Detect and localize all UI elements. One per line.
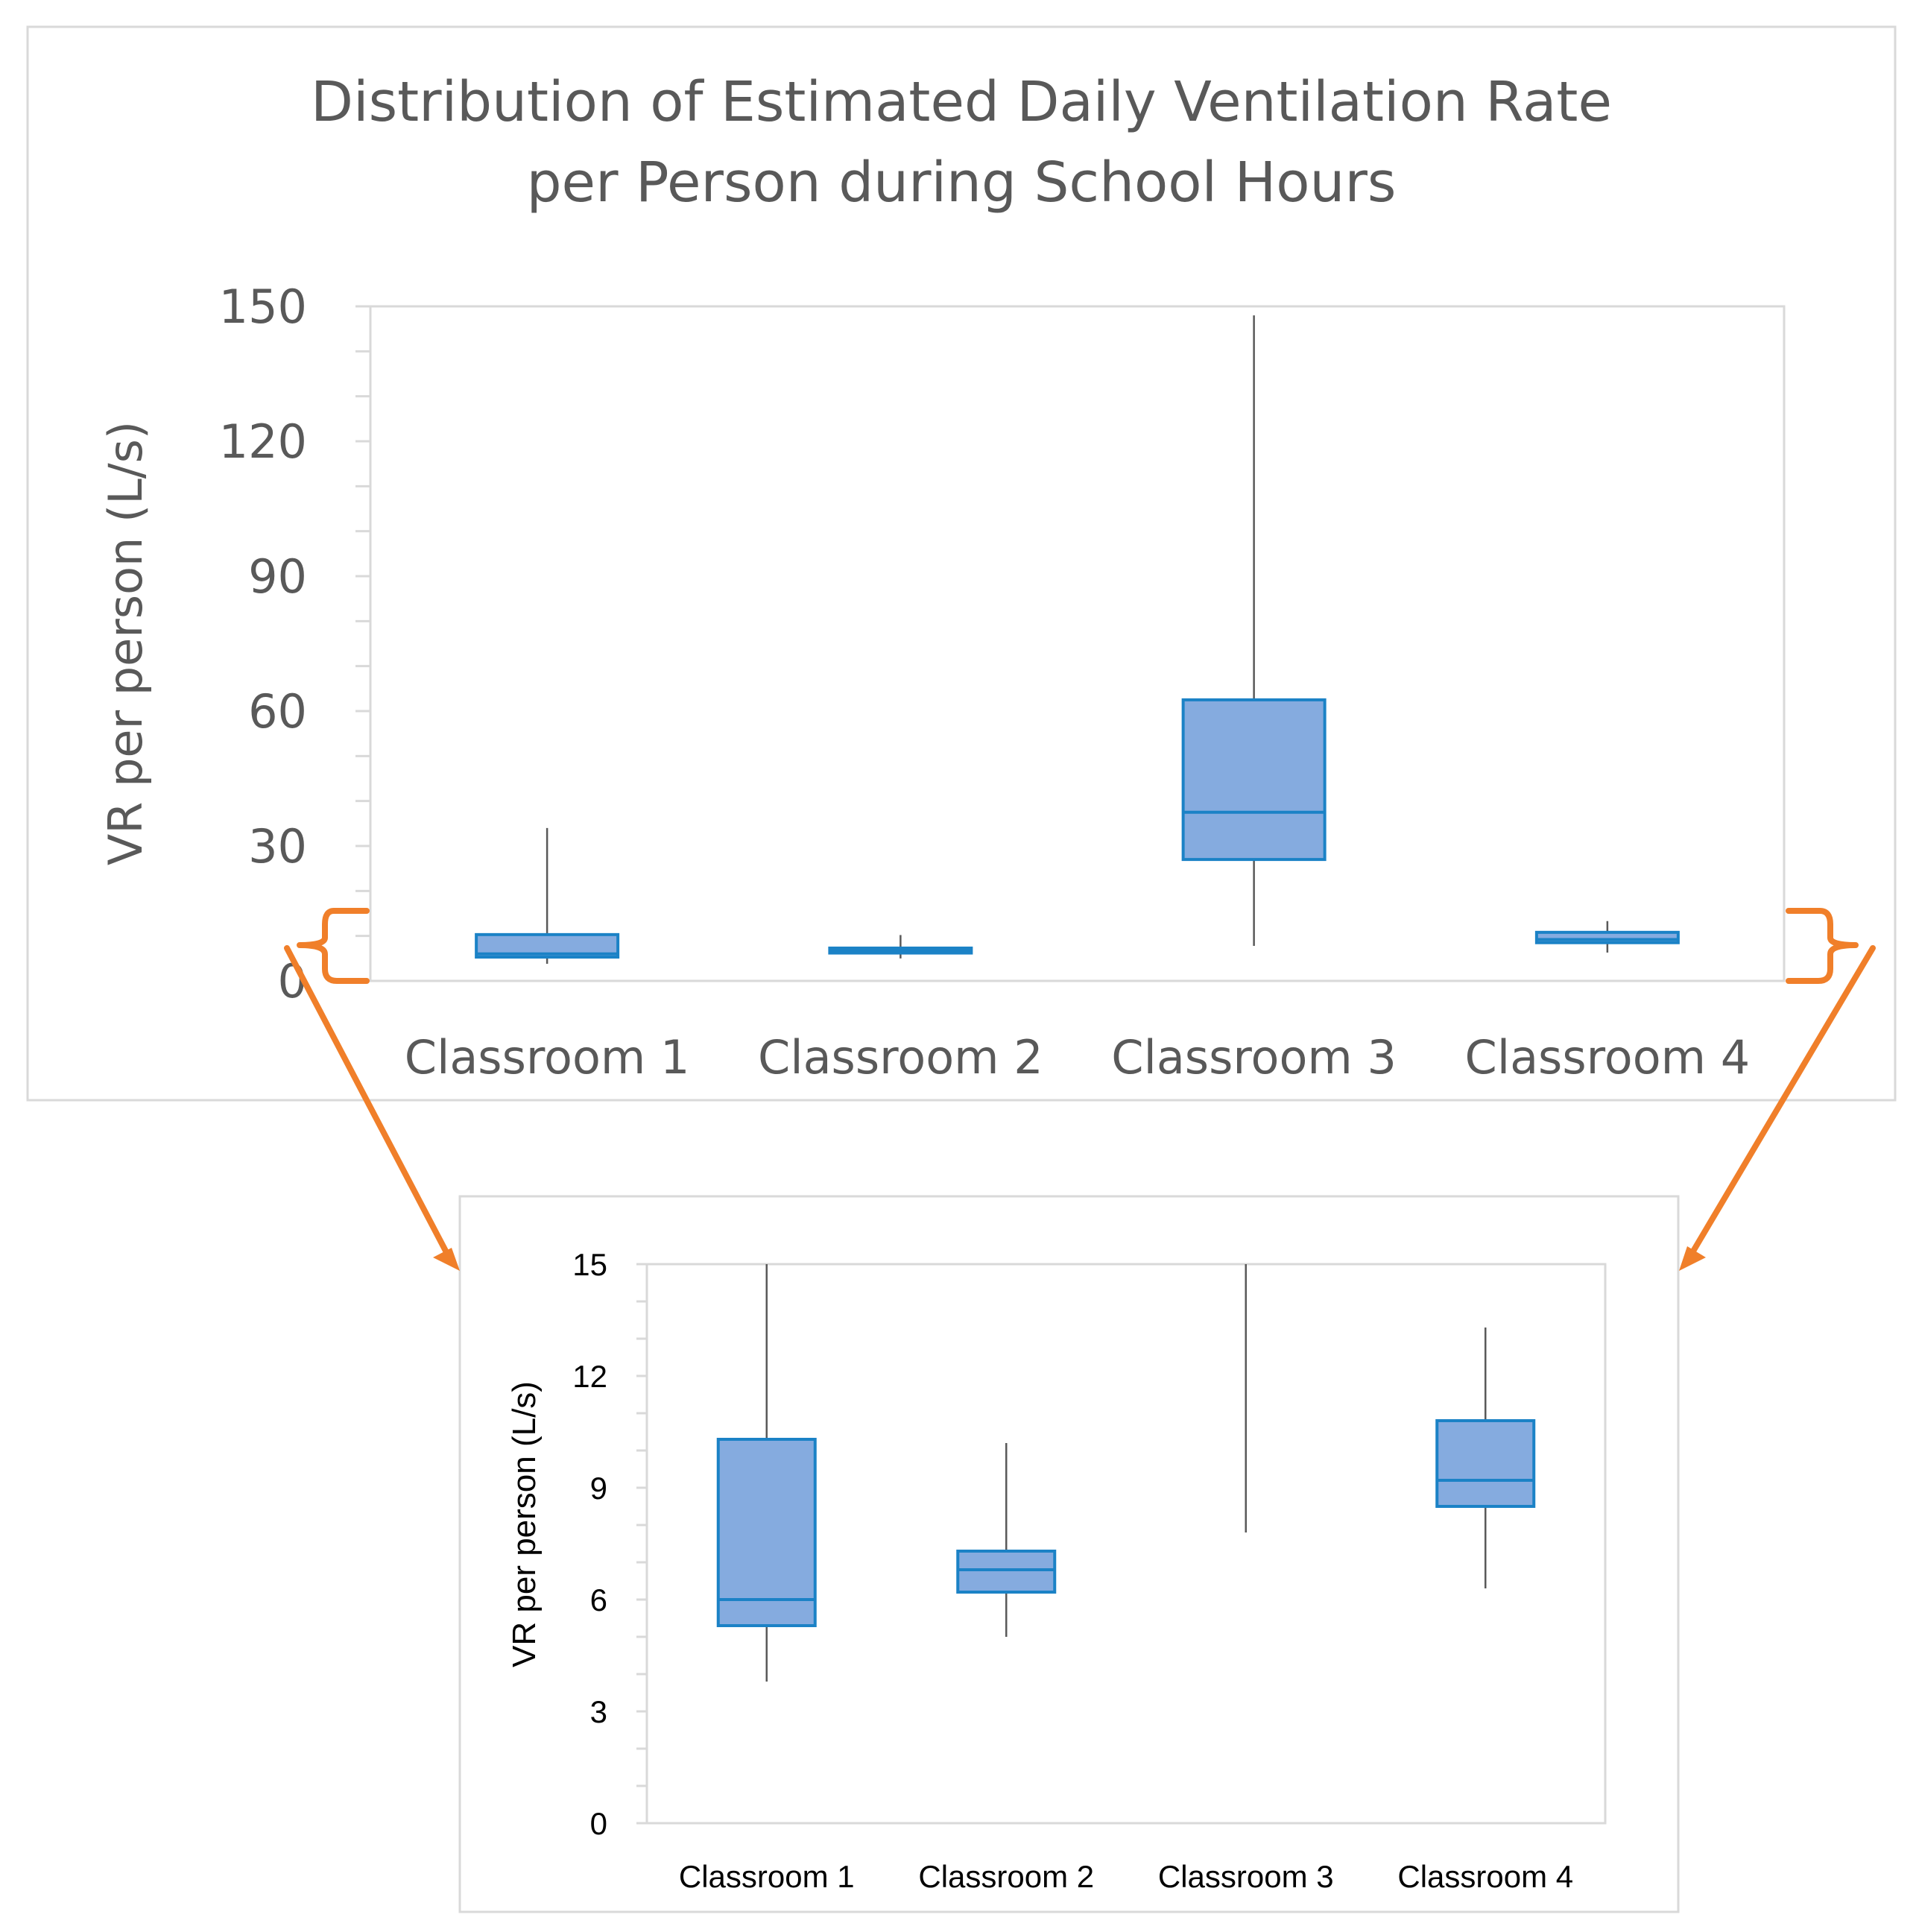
right-arrow-head-icon: [1679, 1246, 1706, 1271]
inset-y-minor-ticks: [636, 1263, 647, 1825]
inset-plot-area: [645, 1263, 1607, 1825]
main-chart-title-line-1: Distribution of Estimated Daily Ventilat…: [311, 70, 1612, 134]
main-chart-title-line-2: per Person during School Hours: [527, 151, 1397, 215]
right-bracket: [1786, 908, 1859, 984]
left-arrow-head-icon: [433, 1248, 460, 1271]
left-bracket: [297, 908, 370, 984]
inset-y-axis-label: VR per person (L/s): [506, 1381, 543, 1667]
y-tick-label: 12: [572, 1359, 607, 1394]
iqr-box: [956, 1550, 1057, 1594]
box-3: [1181, 315, 1327, 946]
y-tick-label: 15: [572, 1247, 607, 1282]
box-1: [475, 827, 620, 965]
inset-boxes: [716, 1264, 1536, 1682]
iqr-box: [1534, 930, 1680, 944]
x-tick-label: Classroom 2: [758, 1030, 1043, 1085]
y-tick-label: 6: [590, 1582, 607, 1617]
y-tick-label: 30: [248, 819, 307, 874]
x-tick-label: Classroom 3: [1158, 1859, 1334, 1894]
inset-chart-frame: [458, 1195, 1680, 1913]
main-plot-area: [369, 305, 1786, 982]
inset-x-tick-labels: Classroom 1 Classroom 2 Classroom 3 Classro…: [679, 1859, 1573, 1894]
x-tick-label: Classroom 4: [1397, 1859, 1573, 1894]
y-tick-label: 9: [590, 1471, 607, 1506]
y-tick-label: 90: [248, 549, 307, 604]
iqr-box: [1181, 698, 1327, 862]
x-tick-label: Classroom 4: [1465, 1030, 1751, 1085]
box-1: [716, 1264, 817, 1682]
y-tick-label: 3: [590, 1694, 607, 1729]
x-tick-label: Classroom 1: [405, 1030, 690, 1085]
x-tick-label: Classroom 2: [918, 1859, 1094, 1894]
zoom-callout: [284, 908, 1876, 1257]
box-2: [828, 935, 973, 959]
y-tick-label: 150: [219, 280, 307, 334]
y-tick-label: 60: [248, 684, 307, 739]
main-x-tick-labels: Classroom 1 Classroom 2 Classroom 3 Classro…: [405, 1030, 1750, 1085]
inset-y-tick-labels: 0 3 6 9 12 15: [572, 1247, 607, 1841]
main-y-axis-label: VR per person (L/s): [98, 421, 153, 865]
iqr-box: [716, 1438, 817, 1627]
main-y-minor-ticks: [355, 305, 370, 982]
box-4: [1435, 1328, 1536, 1588]
left-callout-arrow-line: [284, 945, 450, 1257]
x-tick-label: Classroom 1: [679, 1859, 855, 1894]
x-tick-label: Classroom 3: [1111, 1030, 1397, 1085]
box-2: [956, 1443, 1057, 1637]
right-callout-arrow-line: [1689, 945, 1876, 1257]
main-chart-frame: [26, 25, 1897, 1102]
y-tick-label: 0: [590, 1806, 607, 1841]
y-tick-label: 120: [219, 414, 307, 469]
iqr-box: [1435, 1419, 1536, 1508]
box-4: [1534, 921, 1680, 953]
main-boxes: [475, 315, 1680, 965]
